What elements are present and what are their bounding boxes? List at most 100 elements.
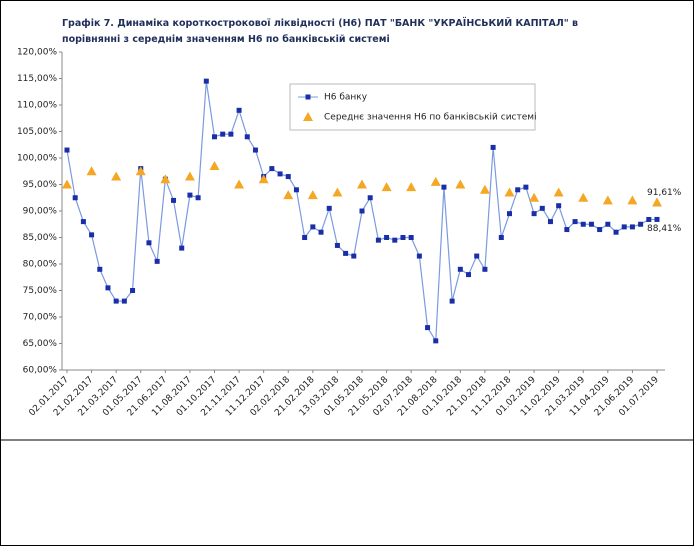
legend-marker (303, 112, 313, 121)
square-marker (556, 203, 562, 209)
square-marker (146, 240, 152, 246)
square-marker (597, 227, 603, 233)
square-marker (334, 242, 340, 248)
y-tick-label: 90,00% (23, 207, 58, 217)
square-marker (523, 184, 529, 190)
square-marker (498, 235, 504, 240)
legend-marker (305, 94, 311, 100)
square-marker (252, 147, 258, 153)
square-marker (646, 216, 652, 222)
square-marker (293, 187, 299, 193)
square-marker (416, 253, 422, 259)
square-marker (441, 184, 447, 190)
legend-text: Н6 банку (324, 93, 368, 103)
triangle-marker (381, 182, 392, 192)
triangle-marker (86, 166, 97, 176)
y-tick-label: 75,00% (23, 286, 58, 296)
square-marker (212, 134, 217, 140)
square-marker (130, 288, 136, 293)
triangle-marker (529, 192, 540, 202)
square-marker (457, 266, 463, 272)
square-marker (195, 195, 201, 201)
triangle-marker (283, 190, 294, 200)
square-marker (97, 266, 103, 272)
square-marker (425, 325, 431, 331)
triangle-marker (307, 190, 318, 200)
square-marker (326, 205, 332, 211)
y-tick-label: 110,00% (17, 101, 57, 111)
square-marker (580, 221, 586, 227)
square-marker (310, 224, 316, 230)
data-label: 91,61% (647, 188, 682, 198)
triangle-marker (62, 179, 72, 189)
legend-text: Середнє значення Н6 по банківській систе… (324, 113, 537, 123)
square-marker (474, 253, 480, 259)
triangle-marker (332, 187, 343, 197)
square-marker (72, 195, 78, 201)
chart-title: Графік 7. Динаміка короткострокової лікв… (62, 17, 578, 29)
square-marker (121, 298, 127, 304)
triangle-marker (160, 174, 171, 184)
square-marker (449, 298, 455, 304)
y-tick-label: 115,00% (17, 74, 57, 84)
square-marker (343, 250, 349, 256)
y-tick-label: 70,00% (23, 313, 58, 323)
square-marker (384, 235, 390, 240)
square-marker (605, 221, 611, 227)
y-tick-label: 65,00% (23, 339, 58, 349)
triangle-marker (627, 195, 638, 205)
square-marker (277, 171, 283, 177)
triangle-marker (209, 160, 220, 170)
square-marker (351, 253, 357, 259)
square-marker (515, 187, 521, 193)
triangle-marker (357, 179, 367, 189)
square-marker (113, 298, 119, 304)
square-marker (375, 237, 381, 243)
triangle-marker (479, 184, 490, 194)
square-marker (490, 144, 496, 150)
square-marker (236, 107, 242, 113)
chart-subtitle: порівнянні з середнім значенням Н6 по ба… (62, 34, 390, 45)
square-marker (64, 147, 70, 153)
y-tick-label: 85,00% (23, 233, 58, 243)
triangle-marker (602, 195, 613, 205)
triangle-marker (184, 171, 195, 181)
square-marker (179, 245, 185, 251)
triangle-marker (553, 187, 564, 197)
square-marker (105, 285, 111, 291)
square-marker (531, 211, 537, 217)
square-marker (433, 338, 439, 344)
triangle-marker (258, 174, 269, 184)
triangle-marker (406, 182, 417, 192)
square-marker (613, 229, 619, 235)
square-marker (171, 197, 177, 203)
square-marker (392, 237, 398, 243)
square-marker (507, 211, 512, 217)
square-marker (359, 208, 365, 214)
square-marker (228, 131, 234, 137)
square-marker (367, 195, 373, 201)
triangle-marker (578, 192, 589, 202)
triangle-marker (135, 166, 146, 176)
y-tick-label: 95,00% (23, 180, 58, 190)
square-marker (539, 205, 545, 211)
legend-box (289, 83, 536, 131)
square-marker (638, 221, 644, 227)
square-marker (547, 219, 553, 225)
y-tick-label: 120,00% (17, 48, 57, 58)
square-marker (302, 235, 308, 240)
square-marker (408, 235, 414, 240)
y-tick-label: 100,00% (17, 154, 57, 164)
triangle-marker (430, 176, 441, 186)
square-marker (564, 227, 570, 233)
square-marker (285, 174, 291, 180)
square-marker (244, 134, 250, 140)
square-marker (629, 224, 635, 230)
square-marker (572, 219, 578, 225)
triangle-marker (111, 171, 122, 181)
square-marker (466, 272, 472, 278)
square-marker (318, 229, 324, 235)
data-label: 88,41% (647, 224, 682, 234)
square-marker (220, 131, 226, 137)
